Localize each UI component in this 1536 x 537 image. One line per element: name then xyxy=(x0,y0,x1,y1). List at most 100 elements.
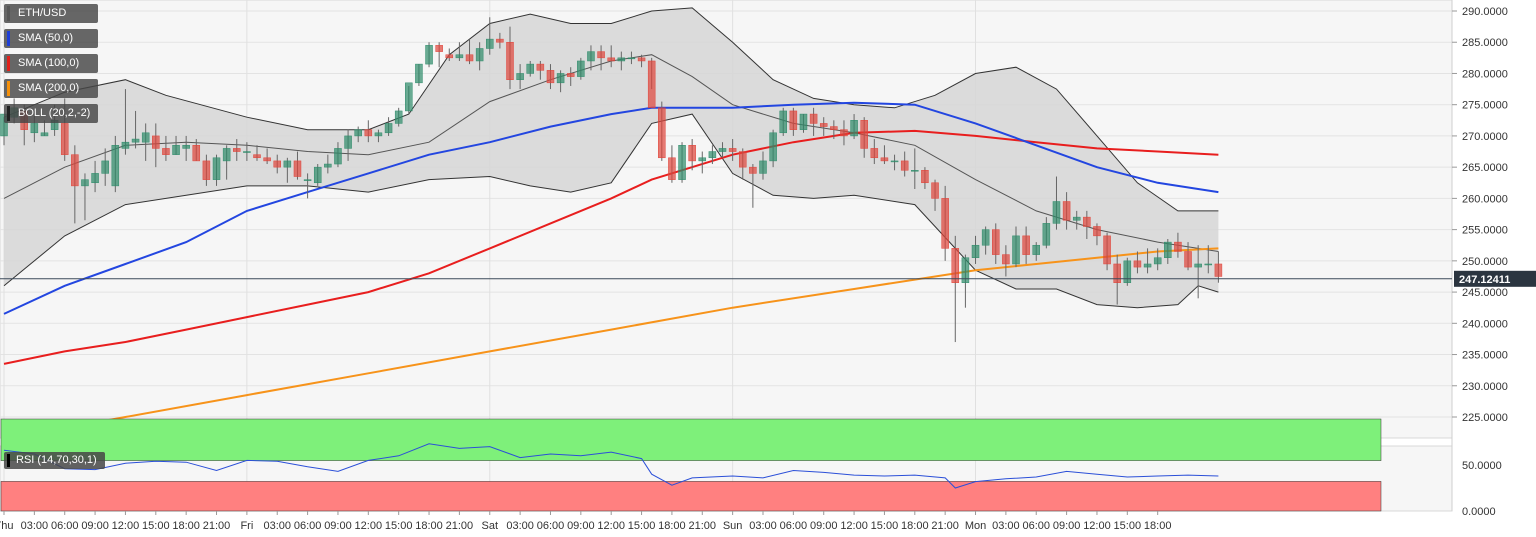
candle xyxy=(192,139,201,162)
candle-body xyxy=(698,157,707,162)
candle-body xyxy=(1072,216,1081,221)
legend-eth-usd[interactable]: ETH/USD xyxy=(4,4,99,23)
candle xyxy=(475,42,484,71)
candle xyxy=(121,89,130,155)
candle-body xyxy=(587,51,595,62)
time-tick-label: 09:00 xyxy=(1053,520,1081,532)
time-tick-label: 12:00 xyxy=(355,520,383,532)
time-tick-label: 12:00 xyxy=(597,520,625,532)
candle xyxy=(293,151,302,180)
candle xyxy=(779,107,787,136)
candle-body xyxy=(1184,251,1192,268)
candle-body xyxy=(1002,254,1010,265)
candle xyxy=(951,235,960,343)
candle-body xyxy=(172,145,180,155)
price-tick-label: 245.0000 xyxy=(1462,287,1508,299)
candle xyxy=(152,123,160,168)
candle-body xyxy=(1052,201,1061,224)
candle-body xyxy=(1103,235,1111,265)
candle xyxy=(911,148,919,190)
candle xyxy=(728,139,737,161)
candle xyxy=(840,120,848,146)
candle xyxy=(1194,245,1202,299)
rsi-tick-label: 0.0000 xyxy=(1462,506,1496,518)
legend-sma-100[interactable]: SMA (100,0) xyxy=(4,54,99,73)
candle xyxy=(486,17,494,55)
candle xyxy=(830,120,838,140)
candle xyxy=(496,32,504,49)
price-tick-label: 250.0000 xyxy=(1462,256,1508,268)
price-tick-label: 240.0000 xyxy=(1462,318,1508,330)
candle-body xyxy=(809,113,818,124)
time-tick-label: 12:00 xyxy=(1083,520,1111,532)
candle-body xyxy=(566,73,575,77)
boll-band-fill xyxy=(4,7,1219,308)
candle-body xyxy=(1093,226,1101,237)
candle-body xyxy=(435,45,443,52)
candle xyxy=(1002,245,1010,277)
candle xyxy=(1164,238,1172,264)
candle xyxy=(1174,232,1182,258)
candle-body xyxy=(394,110,403,124)
candle-body xyxy=(1214,263,1223,277)
candle xyxy=(111,135,120,193)
candle xyxy=(749,164,757,208)
legend-label: SMA (100,0) xyxy=(18,57,80,69)
candle-body xyxy=(506,41,514,80)
candle-body xyxy=(668,157,676,180)
candle xyxy=(273,154,281,174)
rsi-legend[interactable]: RSI (14,70,30,1) xyxy=(4,452,105,469)
legend-swatch xyxy=(7,81,10,96)
candle-body xyxy=(202,160,211,180)
sma-200-line xyxy=(3,247,1219,440)
time-tick-label: 03:00 xyxy=(749,520,777,532)
legend-boll[interactable]: BOLL (20,2,-2) xyxy=(4,104,99,123)
candle xyxy=(880,145,889,165)
last-price-marker: 247.12411 xyxy=(0,270,1536,287)
candle-body xyxy=(415,63,423,84)
candle xyxy=(182,135,190,161)
time-tick-label: Thu xyxy=(0,520,13,532)
time-tick-label: 12:00 xyxy=(840,520,868,532)
rsi-tick-label: 50.0000 xyxy=(1462,460,1502,472)
candle-body xyxy=(1022,235,1030,255)
time-tick-label: 18:00 xyxy=(415,520,443,532)
candle-body xyxy=(880,157,889,162)
price-tick-label: 265.0000 xyxy=(1462,162,1508,174)
time-tick-label: Sat xyxy=(482,520,499,532)
time-tick-label: 15:00 xyxy=(871,520,899,532)
candle xyxy=(162,135,170,161)
legend-label: BOLL (20,2,-2) xyxy=(18,107,91,119)
candle-body xyxy=(324,163,332,168)
time-tick-label: 09:00 xyxy=(81,520,109,532)
candle-body xyxy=(101,160,109,174)
candle xyxy=(1184,242,1192,271)
candle-body xyxy=(840,129,848,137)
time-tick-label: 09:00 xyxy=(567,520,595,532)
candle-body xyxy=(708,151,717,159)
candle-body xyxy=(1062,201,1071,221)
candle-body xyxy=(293,160,302,177)
candle xyxy=(759,151,767,180)
candle xyxy=(698,151,707,174)
candle xyxy=(394,107,403,127)
time-tick-label: 06:00 xyxy=(780,520,808,532)
candle xyxy=(556,70,565,93)
candle xyxy=(870,139,879,165)
candle-body xyxy=(354,129,362,137)
candle-body xyxy=(475,48,484,62)
legend-sma-50[interactable]: SMA (50,0) xyxy=(4,29,99,48)
candle xyxy=(587,45,595,71)
candle-body xyxy=(951,248,960,283)
candle-body xyxy=(1012,235,1020,265)
candle-body xyxy=(728,148,737,152)
time-tick-label: 15:00 xyxy=(142,520,170,532)
candle-body xyxy=(131,138,140,143)
candle-body xyxy=(486,38,494,49)
rsi-oversold-zone xyxy=(0,481,1382,512)
sma-100-line xyxy=(3,129,1219,365)
time-tick-label: 21:00 xyxy=(689,520,717,532)
legend-sma-200[interactable]: SMA (200,0) xyxy=(4,79,99,98)
candle-body xyxy=(141,132,150,143)
candle xyxy=(384,117,393,136)
